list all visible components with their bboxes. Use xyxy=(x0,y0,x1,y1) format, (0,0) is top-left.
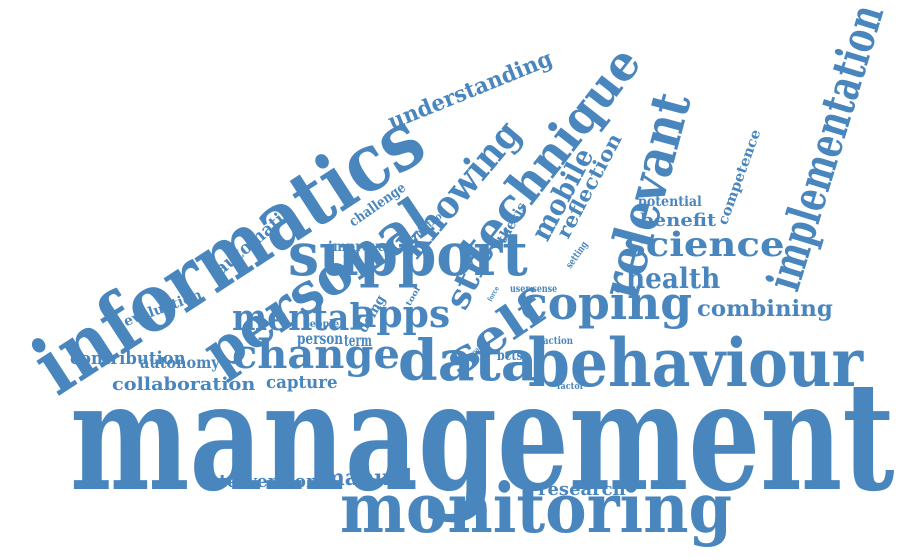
word-data: data xyxy=(398,328,538,394)
word-research: research xyxy=(538,479,626,500)
word-improve: improve xyxy=(328,239,386,255)
word-monitoring: monitoring xyxy=(340,469,733,549)
word-people: people xyxy=(303,319,340,330)
word-term: term xyxy=(344,331,372,350)
word-factor: factor xyxy=(557,382,585,392)
word-collaboration: collaboration xyxy=(112,374,256,395)
word-benefit: benefit xyxy=(640,210,717,231)
word-behaviour: behaviour xyxy=(528,324,864,402)
word-action: action xyxy=(543,336,573,347)
word-autonomy: autonomy xyxy=(140,353,220,372)
word-apps: apps xyxy=(352,291,451,336)
word-capture: capture xyxy=(266,372,338,393)
word-change: change xyxy=(232,331,400,378)
word-support: support xyxy=(288,220,528,290)
word-combining: combining xyxy=(697,296,833,322)
word-understanding: understanding xyxy=(384,45,557,136)
word-health: health xyxy=(626,262,721,295)
word-user-sense: user sense xyxy=(510,284,558,295)
word-science: science xyxy=(624,225,785,265)
word-coping: coping xyxy=(520,276,693,330)
word-intervention: intervention xyxy=(200,471,319,492)
word-manual: manual xyxy=(322,465,413,491)
word-competence: competence xyxy=(715,127,765,228)
word-bcts: bcts xyxy=(497,348,523,364)
word-person: person xyxy=(297,329,344,348)
word-contribution: contribution xyxy=(70,348,186,369)
word-setting: setting xyxy=(564,239,591,271)
word-management: management xyxy=(70,349,895,525)
word-potential: potential xyxy=(638,194,702,210)
word-mental: mental xyxy=(232,297,362,339)
